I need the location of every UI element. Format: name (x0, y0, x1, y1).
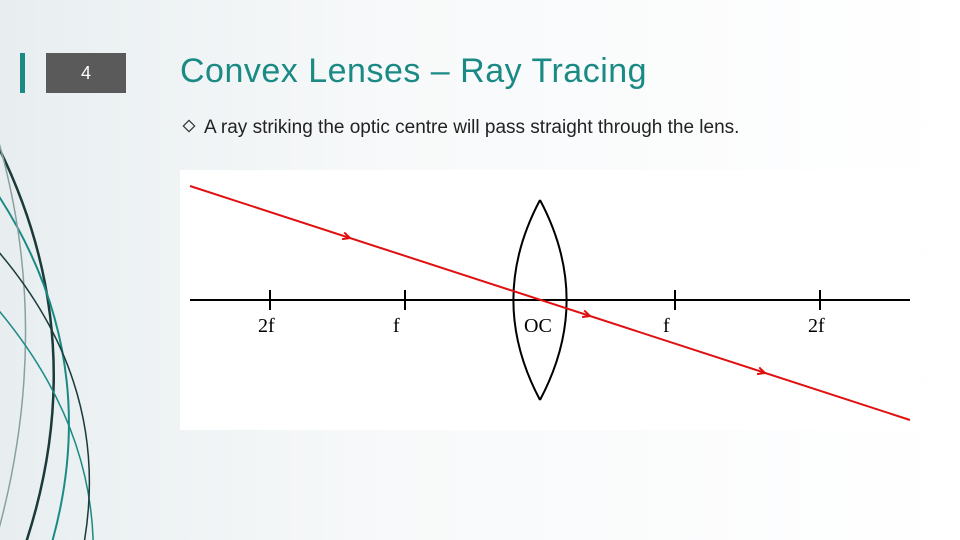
slide: 4 Convex Lenses – Ray Tracing A ray stri… (0, 0, 960, 540)
diagram-svg: 2f f f 2f OC (180, 170, 920, 430)
bullet-text: A ray striking the optic centre will pas… (204, 115, 739, 141)
svg-text:2f: 2f (258, 315, 275, 337)
accent-bar (20, 53, 25, 93)
svg-text:f: f (663, 315, 670, 337)
page-number: 4 (81, 63, 91, 84)
svg-text:f: f (393, 315, 400, 337)
page-number-box: 4 (46, 53, 126, 93)
bullet-row: A ray striking the optic centre will pas… (182, 115, 902, 141)
svg-text:OC: OC (524, 315, 552, 337)
ray-diagram: 2f f f 2f OC (180, 170, 920, 430)
svg-text:2f: 2f (808, 315, 825, 337)
diamond-bullet-icon (182, 119, 196, 138)
title-text: Convex Lenses – Ray Tracing (180, 52, 647, 90)
slide-title: Convex Lenses – Ray Tracing (180, 52, 647, 91)
